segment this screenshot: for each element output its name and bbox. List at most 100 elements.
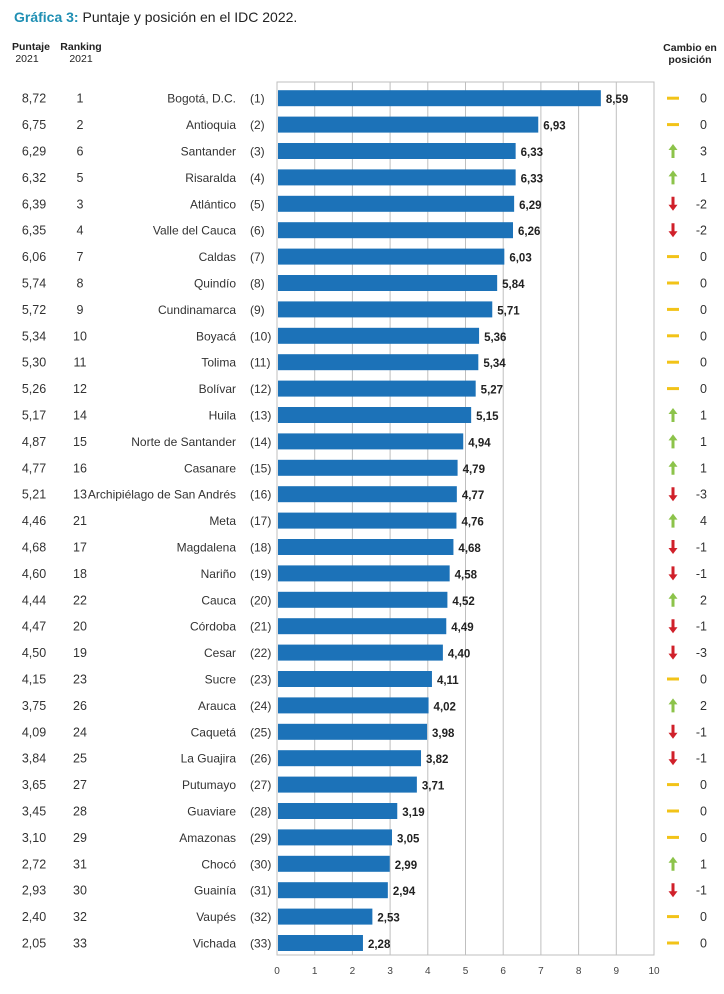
rank-2021-cell: 28	[73, 805, 87, 819]
header-score: Puntaje 2021	[12, 41, 50, 65]
position-change-value: -2	[696, 224, 707, 238]
department-name: Valle del Cauca	[153, 224, 236, 238]
score-2021-cell: 2,05	[22, 937, 46, 951]
position-2022: (12)	[250, 382, 271, 396]
position-change-value: 2	[700, 593, 707, 607]
position-2022: (27)	[250, 778, 271, 792]
rank-2021-cell: 23	[73, 673, 87, 687]
bar-value-label: 3,19	[402, 807, 424, 819]
score-2021-cell: 5,34	[22, 329, 46, 343]
score-2021-cell: 4,50	[22, 646, 46, 660]
bar-value-label: 6,03	[509, 253, 531, 265]
bar-value-label: 4,49	[451, 622, 473, 634]
score-2021-cell: 2,72	[22, 857, 46, 871]
score-2021-cell: 3,45	[22, 805, 46, 819]
bar-value-label: 8,59	[606, 94, 628, 106]
score-2021-cell: 4,46	[22, 514, 46, 528]
x-tick-label: 1	[312, 966, 318, 977]
department-name: Arauca	[198, 699, 236, 713]
arrow-down-icon	[668, 883, 678, 898]
position-change-value: -1	[696, 725, 707, 739]
bar-value-label: 2,53	[377, 913, 399, 925]
score-2021-cell: 4,15	[22, 673, 46, 687]
department-name: Putumayo	[182, 778, 236, 792]
score-2021-cell: 5,17	[22, 409, 46, 423]
arrow-down-icon	[668, 540, 678, 554]
department-name: Quindío	[194, 277, 236, 291]
arrow-up-icon	[668, 856, 678, 871]
score-2021-cell: 4,44	[22, 593, 46, 607]
bar	[278, 644, 443, 661]
rank-2021-cell: 7	[77, 250, 84, 264]
rank-2021-cell: 27	[73, 778, 87, 792]
rank-2021-cell: 1	[77, 92, 84, 106]
rank-2021-cell: 17	[73, 541, 87, 555]
position-2022: (13)	[250, 409, 271, 423]
position-2022: (20)	[250, 593, 271, 607]
position-change-value: 0	[700, 831, 707, 845]
position-change-value: 0	[700, 778, 707, 792]
position-2022: (32)	[250, 910, 271, 924]
bar	[278, 459, 458, 476]
bar	[278, 882, 388, 899]
header-change: Cambio en posición	[656, 42, 724, 66]
position-change-value: 3	[700, 145, 707, 159]
score-2021-cell: 4,68	[22, 541, 46, 555]
header-rank-year: 2021	[69, 53, 93, 65]
department-name: Risaralda	[185, 171, 236, 185]
bar-value-label: 4,77	[462, 490, 484, 502]
bar-value-label: 6,26	[518, 226, 540, 238]
bar-value-label: 4,52	[452, 596, 474, 608]
score-2021-cell: 6,32	[22, 171, 46, 185]
bar	[278, 90, 601, 107]
bar	[278, 697, 429, 714]
position-2022: (17)	[250, 514, 271, 528]
position-2022: (30)	[250, 857, 271, 871]
department-name: Meta	[209, 514, 236, 528]
x-tick-label: 8	[576, 966, 582, 977]
rank-2021-cell: 20	[73, 620, 87, 634]
position-2022: (9)	[250, 303, 265, 317]
position-change-value: 0	[700, 118, 707, 132]
arrow-up-icon	[668, 698, 678, 713]
rank-2021-cell: 16	[73, 461, 87, 475]
rank-2021-cell: 14	[73, 409, 87, 423]
chart-title-text: Puntaje y posición en el IDC 2022.	[82, 9, 298, 25]
rank-2021-cell: 15	[73, 435, 87, 449]
department-name: Guainía	[194, 884, 236, 898]
rank-2021-cell: 26	[73, 699, 87, 713]
score-2021-cell: 6,75	[22, 118, 46, 132]
department-name: Casanare	[184, 461, 236, 475]
rank-2021-cell: 3	[77, 197, 84, 211]
department-name: Bogotá, D.C.	[167, 92, 236, 106]
position-change-value: 0	[700, 277, 707, 291]
arrow-up-icon	[668, 460, 678, 475]
position-2022: (15)	[250, 461, 271, 475]
bar-value-label: 2,28	[368, 939, 391, 951]
chart-title-prefix: Gráfica 3:	[14, 9, 79, 25]
position-2022: (10)	[250, 329, 271, 343]
header-change-line2: posición	[668, 54, 712, 66]
bar	[278, 248, 505, 265]
score-2021-cell: 3,65	[22, 778, 46, 792]
arrow-up-icon	[668, 513, 678, 528]
bar-value-label: 3,71	[422, 781, 445, 793]
position-change-value: 1	[700, 409, 707, 423]
rank-2021-cell: 13	[73, 488, 87, 502]
no-change-icon	[667, 307, 679, 311]
x-tick-label: 4	[425, 966, 431, 977]
score-2021-cell: 5,21	[22, 488, 46, 502]
bar-value-label: 5,71	[497, 305, 520, 317]
position-2022: (22)	[250, 646, 271, 660]
bar	[278, 671, 432, 687]
no-change-icon	[667, 941, 679, 945]
position-2022: (6)	[250, 224, 265, 238]
department-name: Cesar	[204, 646, 236, 660]
rank-2021-cell: 30	[73, 884, 87, 898]
bar	[278, 803, 398, 819]
no-change-icon	[667, 96, 679, 100]
bar	[278, 327, 480, 344]
x-tick-label: 0	[274, 966, 280, 977]
bar	[278, 169, 516, 186]
